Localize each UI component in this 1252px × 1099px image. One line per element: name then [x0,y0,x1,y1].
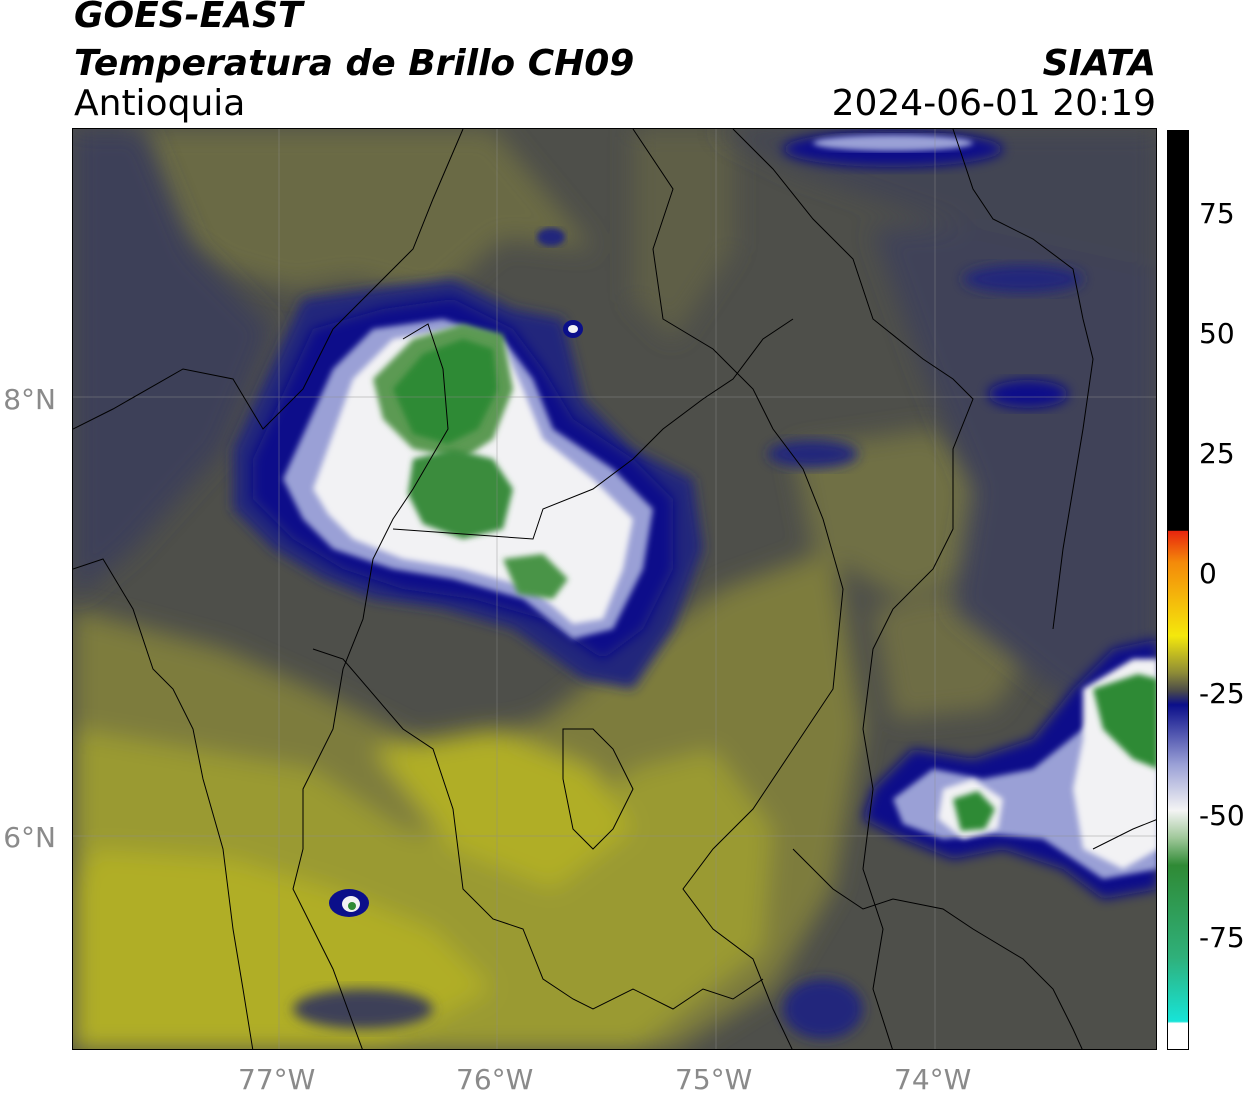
cloud-haze-field [73,129,1156,748]
product-subtitle: Temperatura de Brillo CH09 [74,43,635,84]
colorbar-tick-75: 75 [1199,197,1235,230]
colorbar-tick-50: 50 [1199,317,1235,350]
lon-label-74w: 74°W [894,1063,972,1096]
lat-label-8n: 8°N [3,383,56,416]
region-label: Antioquia [74,83,246,124]
product-title: GOES-EAST [74,0,303,36]
warm-surface-field [73,129,1033,1049]
colorbar-tick-minus-25: -25 [1199,677,1245,710]
lon-label-76w: 76°W [456,1063,534,1096]
colorbar-tick-0: 0 [1199,557,1217,590]
lat-label-6n: 6°N [3,821,56,854]
boundaries [73,129,1156,1049]
satellite-map[interactable] [72,128,1157,1050]
colorbar-tick-minus-50: -50 [1199,799,1245,832]
credit-label: SIATA [1042,43,1156,84]
colorbar-tick-25: 25 [1199,437,1235,470]
graticule [73,129,1156,1049]
isolated-cells [293,131,1083,1039]
convective-system-central [233,279,703,689]
lon-label-77w: 77°W [238,1063,316,1096]
convective-system-east [863,639,1156,899]
temperature-colorbar [1167,130,1189,1050]
timestamp-label: 2024-06-01 20:19 [831,83,1156,124]
brightness-temperature-field [73,129,1156,1049]
lon-label-75w: 75°W [675,1063,753,1096]
colorbar-tick-minus-75: -75 [1199,921,1245,954]
